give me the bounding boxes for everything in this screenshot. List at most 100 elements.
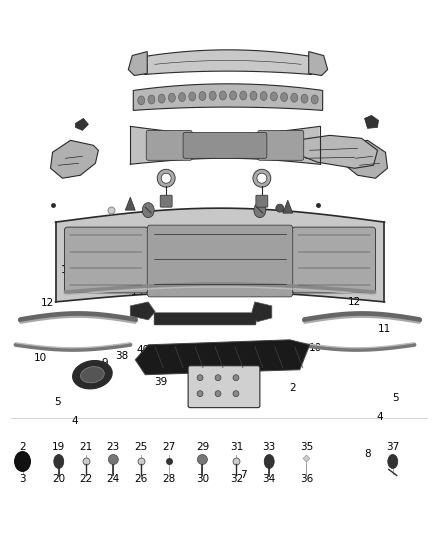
Text: 3: 3 — [19, 474, 26, 484]
Ellipse shape — [230, 91, 237, 100]
Text: 17: 17 — [80, 228, 93, 238]
Text: 10: 10 — [34, 353, 47, 363]
Text: 26: 26 — [134, 474, 148, 484]
Text: 10: 10 — [308, 343, 321, 353]
FancyBboxPatch shape — [256, 195, 268, 207]
Ellipse shape — [260, 92, 267, 101]
Text: 7: 7 — [240, 471, 247, 480]
Ellipse shape — [215, 375, 221, 381]
Ellipse shape — [281, 93, 288, 102]
Text: 3: 3 — [265, 345, 272, 356]
Text: 12: 12 — [41, 298, 54, 308]
Polygon shape — [252, 302, 272, 322]
Ellipse shape — [54, 455, 64, 469]
Ellipse shape — [240, 91, 247, 100]
Text: 33: 33 — [263, 441, 276, 451]
Text: 18: 18 — [218, 226, 231, 236]
Ellipse shape — [158, 94, 165, 103]
Ellipse shape — [233, 375, 239, 381]
Text: 38: 38 — [277, 348, 290, 358]
FancyBboxPatch shape — [147, 225, 293, 297]
Text: 27: 27 — [162, 441, 175, 451]
FancyBboxPatch shape — [64, 227, 148, 293]
Ellipse shape — [168, 93, 175, 102]
Polygon shape — [130, 126, 320, 164]
Text: 19: 19 — [52, 441, 65, 451]
Ellipse shape — [148, 95, 155, 104]
Text: 21: 21 — [80, 441, 93, 451]
Text: 30: 30 — [196, 474, 209, 484]
FancyBboxPatch shape — [188, 366, 260, 408]
Polygon shape — [135, 340, 310, 375]
Ellipse shape — [254, 203, 266, 217]
FancyBboxPatch shape — [258, 131, 304, 160]
Text: 14: 14 — [188, 284, 201, 294]
FancyBboxPatch shape — [146, 131, 192, 160]
FancyBboxPatch shape — [154, 313, 256, 325]
Text: 16: 16 — [279, 244, 293, 253]
Ellipse shape — [233, 391, 239, 397]
Polygon shape — [56, 208, 385, 302]
Ellipse shape — [257, 173, 267, 183]
Text: 9: 9 — [101, 358, 108, 368]
Ellipse shape — [189, 92, 196, 101]
Polygon shape — [144, 50, 312, 75]
Ellipse shape — [250, 91, 257, 100]
Ellipse shape — [276, 204, 284, 212]
Text: 29: 29 — [196, 441, 209, 451]
Polygon shape — [75, 118, 88, 131]
Polygon shape — [130, 302, 155, 320]
Polygon shape — [295, 135, 378, 168]
Text: 15: 15 — [327, 264, 340, 273]
Text: 1: 1 — [211, 393, 218, 403]
Text: 13: 13 — [131, 287, 144, 297]
Ellipse shape — [73, 360, 112, 389]
Ellipse shape — [198, 455, 207, 464]
Ellipse shape — [138, 96, 145, 105]
Ellipse shape — [179, 93, 186, 102]
Ellipse shape — [209, 91, 216, 100]
Text: 37: 37 — [386, 441, 399, 451]
Polygon shape — [133, 84, 323, 110]
Text: 5: 5 — [392, 393, 399, 403]
Text: 24: 24 — [107, 474, 120, 484]
Text: 4: 4 — [71, 416, 78, 426]
Text: 20: 20 — [52, 474, 65, 484]
Text: 40: 40 — [137, 345, 150, 356]
Text: 40: 40 — [252, 345, 265, 356]
Ellipse shape — [142, 203, 154, 217]
Ellipse shape — [291, 93, 298, 102]
Ellipse shape — [14, 451, 31, 472]
Text: 36: 36 — [300, 474, 313, 484]
Text: 15: 15 — [60, 265, 74, 275]
Polygon shape — [339, 140, 388, 178]
Text: 2: 2 — [289, 383, 296, 393]
Text: 39: 39 — [154, 377, 168, 387]
Polygon shape — [283, 200, 293, 213]
FancyBboxPatch shape — [183, 132, 267, 158]
Ellipse shape — [81, 367, 104, 383]
Text: 34: 34 — [263, 474, 276, 484]
Text: 12: 12 — [348, 297, 361, 307]
Text: 8: 8 — [364, 449, 371, 459]
Text: 5: 5 — [54, 397, 61, 407]
Text: 13: 13 — [250, 289, 263, 299]
FancyBboxPatch shape — [160, 195, 172, 207]
Ellipse shape — [219, 91, 226, 100]
Ellipse shape — [215, 391, 221, 397]
Text: 38: 38 — [116, 351, 129, 361]
Polygon shape — [364, 116, 378, 128]
Text: 25: 25 — [134, 441, 148, 451]
Ellipse shape — [197, 391, 203, 397]
Text: 4: 4 — [376, 413, 383, 423]
Ellipse shape — [253, 169, 271, 187]
Polygon shape — [50, 140, 99, 178]
Ellipse shape — [161, 173, 171, 183]
Ellipse shape — [264, 455, 274, 469]
Text: 31: 31 — [230, 441, 243, 451]
Text: 22: 22 — [80, 474, 93, 484]
Ellipse shape — [301, 94, 308, 103]
Ellipse shape — [270, 92, 277, 101]
Text: 28: 28 — [162, 474, 175, 484]
Text: 32: 32 — [230, 474, 243, 484]
